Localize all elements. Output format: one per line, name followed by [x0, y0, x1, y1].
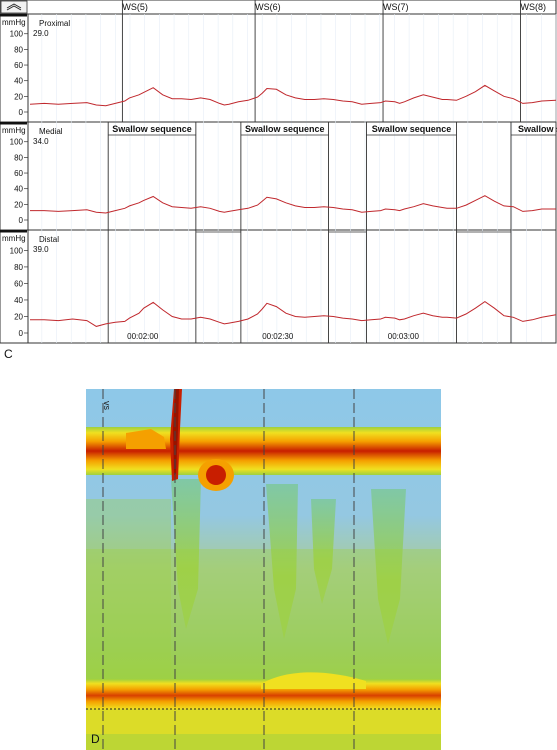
- y-tick-label: 0: [19, 108, 24, 117]
- pressure-trace: [30, 300, 557, 327]
- channel-bar: [0, 230, 27, 233]
- swallow-sequence-label: Swallow sequence: [372, 124, 452, 134]
- pressure-topography-heatmap: vs D: [86, 389, 441, 750]
- time-label: 00:02:00: [127, 332, 159, 341]
- channel-bar: [0, 14, 27, 17]
- y-tick-label: 0: [19, 216, 24, 225]
- time-label: 00:02:30: [262, 332, 294, 341]
- channel-bar: [0, 122, 27, 125]
- pressure-trace: [29, 84, 557, 107]
- swallow-sequence-box: [240, 121, 329, 344]
- tracings-frame: [0, 0, 557, 344]
- vs-annotation: vs: [102, 401, 112, 411]
- ues-relaxation: [126, 429, 166, 449]
- pressure-trace: [30, 195, 556, 214]
- les-contraction: [261, 672, 366, 689]
- y-tick-label: 20: [14, 92, 23, 101]
- y-axis-unit: mmHg: [2, 18, 26, 27]
- channel-name: Medial: [39, 127, 63, 136]
- wet-swallow-marker-label: WS(8): [520, 2, 546, 12]
- y-tick-label: 40: [14, 77, 23, 86]
- peristaltic-wave: [266, 484, 298, 639]
- swallow-sequence-box: [107, 121, 197, 344]
- swallow-sequence-label: Swallow s: [518, 124, 557, 134]
- channel-name: Proximal: [39, 19, 70, 28]
- y-tick-label: 60: [14, 169, 23, 178]
- y-tick-label: 60: [14, 61, 23, 70]
- swallow-sequence-box: [510, 121, 557, 344]
- swallow-sequence-label: Swallow sequence: [112, 124, 192, 134]
- panel-letter-d: D: [91, 732, 100, 746]
- y-tick-label: 80: [14, 45, 23, 54]
- time-label: 00:03:00: [388, 332, 420, 341]
- y-tick-label: 0: [19, 329, 24, 338]
- swallow-sequence-box: [366, 121, 457, 344]
- channel-baseline: 34.0: [33, 137, 49, 146]
- y-axis-unit: mmHg: [2, 234, 26, 243]
- y-tick-label: 80: [14, 153, 23, 162]
- peristaltic-wave: [311, 499, 336, 604]
- swallow-sequence-label: Swallow sequence: [245, 124, 325, 134]
- y-tick-label: 60: [14, 279, 23, 288]
- manometry-tracings: Swallow sequence Swallow sequence Swallow …: [0, 0, 557, 344]
- y-tick-label: 80: [14, 263, 23, 272]
- y-tick-label: 40: [14, 296, 23, 305]
- y-tick-label: 20: [14, 312, 23, 321]
- y-tick-label: 100: [10, 138, 24, 147]
- y-tick-label: 40: [14, 185, 23, 194]
- wet-swallow-marker-label: WS(7): [383, 2, 409, 12]
- panel-letter-c: C: [4, 347, 13, 361]
- wet-swallow-marker-label: WS(5): [122, 2, 147, 12]
- pre-swallow-zone: [86, 499, 171, 679]
- peristaltic-wave: [371, 489, 406, 644]
- collapse-icon[interactable]: [0, 0, 28, 14]
- channel-baseline: 39.0: [33, 245, 49, 254]
- ues-peak-core: [206, 465, 226, 485]
- peristaltic-wave: [171, 479, 201, 629]
- channel-baseline: 29.0: [33, 29, 49, 38]
- y-tick-label: 100: [10, 246, 24, 255]
- channel-name: Distal: [39, 235, 59, 244]
- y-tick-label: 20: [14, 200, 23, 209]
- wet-swallow-marker-label: WS(6): [255, 2, 281, 12]
- y-tick-label: 100: [10, 30, 24, 39]
- y-axis-unit: mmHg: [2, 126, 26, 135]
